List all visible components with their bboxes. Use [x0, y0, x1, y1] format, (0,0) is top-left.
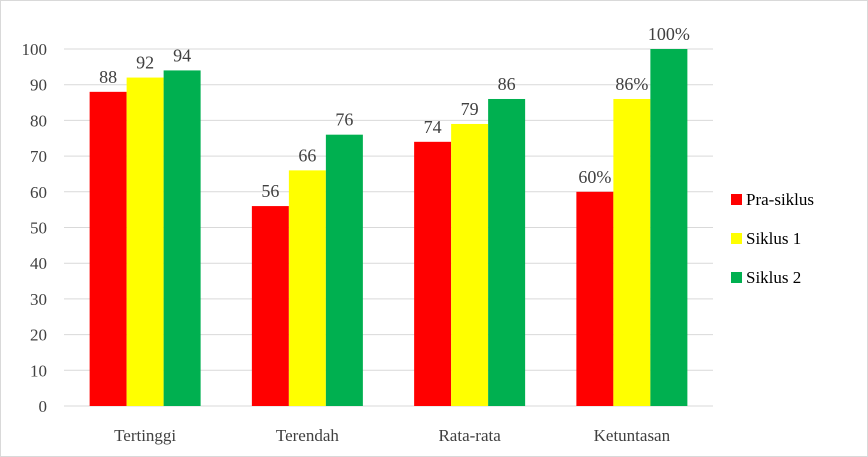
legend-label: Pra-siklus [746, 190, 814, 209]
x-axis-ticks: Tertinggi Terendah Rata-rata Ketuntasan [114, 426, 671, 445]
legend-label: Siklus 2 [746, 268, 801, 287]
bar [163, 70, 201, 407]
data-label: 86% [615, 74, 648, 94]
data-label: 60% [578, 167, 611, 187]
legend-swatch [731, 272, 742, 283]
data-label: 92 [136, 53, 154, 73]
data-label: 94 [173, 45, 191, 65]
legend-label: Siklus 1 [746, 229, 801, 248]
y-tick-label: 30 [30, 290, 47, 309]
legend-swatch [731, 194, 742, 205]
bar [576, 191, 614, 406]
bar [613, 98, 651, 406]
bar [89, 91, 127, 406]
bars [89, 49, 688, 407]
data-label: 74 [424, 117, 442, 137]
y-tick-label: 50 [30, 219, 47, 238]
y-tick-label: 90 [30, 76, 47, 95]
legend: Pra-siklus Siklus 1 Siklus 2 [731, 190, 814, 287]
x-tick-label: Tertinggi [114, 426, 176, 445]
data-label: 100% [648, 24, 690, 44]
data-label: 79 [461, 99, 479, 119]
x-tick-label: Rata-rata [438, 426, 501, 445]
x-tick-label: Ketuntasan [594, 426, 671, 445]
data-label: 76 [335, 110, 353, 130]
bar [451, 123, 489, 406]
bar [488, 98, 526, 406]
data-label: 56 [261, 181, 279, 201]
data-labels: 88 92 94 56 66 76 74 79 86 60% 86% 100% [99, 24, 690, 201]
bar [251, 206, 289, 406]
bar [650, 49, 688, 406]
y-tick-label: 40 [30, 254, 47, 273]
bar [288, 170, 326, 406]
y-tick-label: 60 [30, 183, 47, 202]
y-tick-label: 100 [22, 40, 48, 59]
legend-swatch [731, 233, 742, 244]
data-label: 66 [298, 145, 316, 165]
bar [126, 77, 164, 406]
y-tick-label: 20 [30, 326, 47, 345]
data-label: 88 [99, 67, 117, 87]
y-tick-label: 70 [30, 147, 47, 166]
y-tick-label: 0 [39, 397, 48, 416]
bar [414, 141, 452, 406]
y-axis-ticks: 0 10 20 30 40 50 60 70 80 90 100 [22, 40, 48, 416]
y-tick-label: 10 [30, 361, 47, 380]
bar [325, 134, 363, 406]
x-tick-label: Terendah [276, 426, 339, 445]
data-label: 86 [498, 74, 516, 94]
y-tick-label: 80 [30, 111, 47, 130]
